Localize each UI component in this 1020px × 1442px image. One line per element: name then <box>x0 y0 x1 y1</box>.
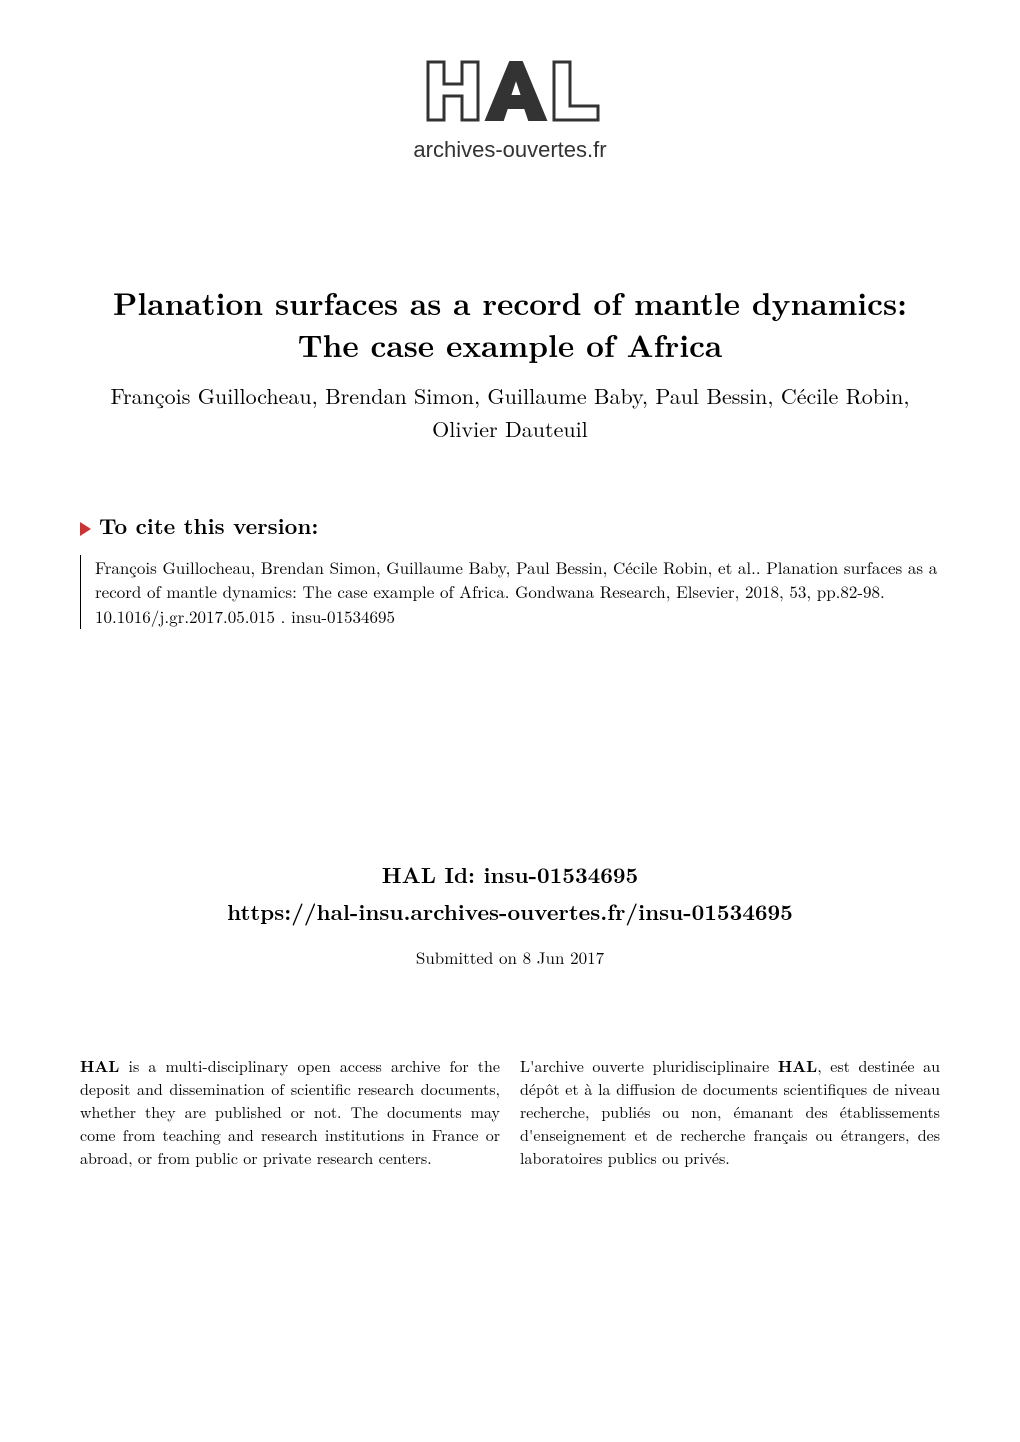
logo-subtext: archives-ouvertes.fr <box>400 137 620 163</box>
paper-authors: François Guillocheau, Brendan Simon, Gui… <box>80 379 940 445</box>
footer-columns: HAL is a multi-disciplinary open access … <box>0 1054 1020 1170</box>
triangle-icon <box>80 522 91 536</box>
submitted-date: Submitted on 8 Jun 2017 <box>0 945 1020 969</box>
cite-heading: To cite this version: <box>80 510 940 541</box>
cite-section: To cite this version: François Guilloche… <box>0 510 1020 629</box>
hal-id-label: HAL Id: insu-01534695 <box>0 859 1020 890</box>
doi-link[interactable]: 10.1016/j.gr.2017.05.015 <box>95 604 275 628</box>
hal-logo-svg <box>400 50 620 140</box>
hal-id-block: HAL Id: insu-01534695 https://hal-insu.a… <box>0 859 1020 969</box>
footer-right-bold: HAL <box>778 1054 817 1077</box>
title-block: Planation surfaces as a record of mantle… <box>0 283 1020 445</box>
footer-left-text: is a multi-disciplinary open access arch… <box>80 1054 500 1170</box>
citation-sep: . <box>281 604 291 628</box>
hal-url[interactable]: https://hal-insu.archives-ouvertes.fr/in… <box>0 896 1020 927</box>
paper-title: Planation surfaces as a record of mantle… <box>80 283 940 367</box>
citation-text: François Guillocheau, Brendan Simon, Gui… <box>95 555 937 604</box>
footer-col-left: HAL is a multi-disciplinary open access … <box>80 1054 500 1170</box>
hal-logo-block: archives-ouvertes.fr <box>0 0 1020 163</box>
footer-left-bold: HAL <box>80 1054 119 1077</box>
footer-col-right: L'archive ouverte pluridisciplinaire HAL… <box>520 1054 940 1170</box>
hal-logo: archives-ouvertes.fr <box>400 50 620 163</box>
citation-body: François Guillocheau, Brendan Simon, Gui… <box>80 555 940 629</box>
hal-ref: insu-01534695 <box>291 604 395 628</box>
cite-heading-text: To cite this version: <box>99 510 318 541</box>
footer-right-pre: L'archive ouverte pluridisciplinaire <box>520 1054 778 1077</box>
